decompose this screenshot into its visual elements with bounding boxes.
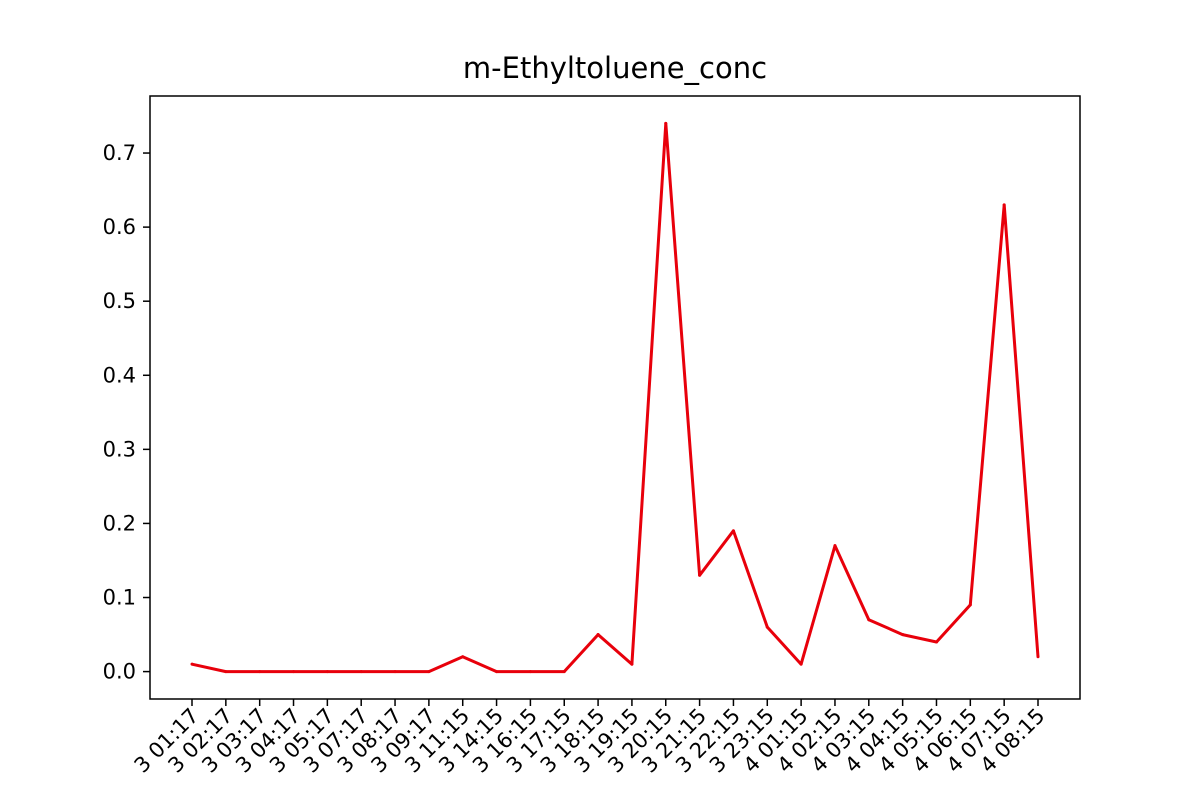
data-point [799,662,803,666]
y-tick-label: 0.5 [103,289,136,313]
chart-title: m-Ethyltoluene_conc [463,51,767,85]
data-point [495,670,499,674]
data-point [1036,655,1040,659]
y-axis: 0.0 0.1 0.2 0.3 0.4 0.5 0.6 0.7 [103,141,150,684]
data-point [258,670,262,674]
data-point [596,633,600,637]
series-line [191,121,1040,674]
data-point [630,662,634,666]
data-point [325,670,329,674]
data-point [562,670,566,674]
y-tick-label: 0.3 [103,437,136,461]
x-axis: 3 01:173 02:173 03:173 04:173 05:173 07:… [130,699,1050,778]
plot-frame [149,95,1081,700]
data-point [968,603,972,607]
y-tick-label: 0.7 [103,141,136,165]
data-point [664,121,668,125]
series-layer [190,121,1040,674]
data-point [359,670,363,674]
data-point [393,670,397,674]
data-point [867,618,871,622]
data-point [1002,203,1006,207]
y-tick-label: 0.1 [103,586,136,610]
data-point [765,625,769,629]
data-point [461,655,465,659]
y-tick-label: 0.2 [103,511,136,535]
data-point [698,573,702,577]
data-point [901,633,905,637]
y-tick-label: 0.0 [103,660,136,684]
data-point [427,670,431,674]
data-point [934,640,938,644]
data-point [190,662,194,666]
data-point [224,670,228,674]
y-tick-label: 0.4 [103,363,136,387]
data-point [833,544,837,548]
y-tick-label: 0.6 [103,215,136,239]
data-point [528,670,532,674]
data-point [292,670,296,674]
data-point [731,529,735,533]
